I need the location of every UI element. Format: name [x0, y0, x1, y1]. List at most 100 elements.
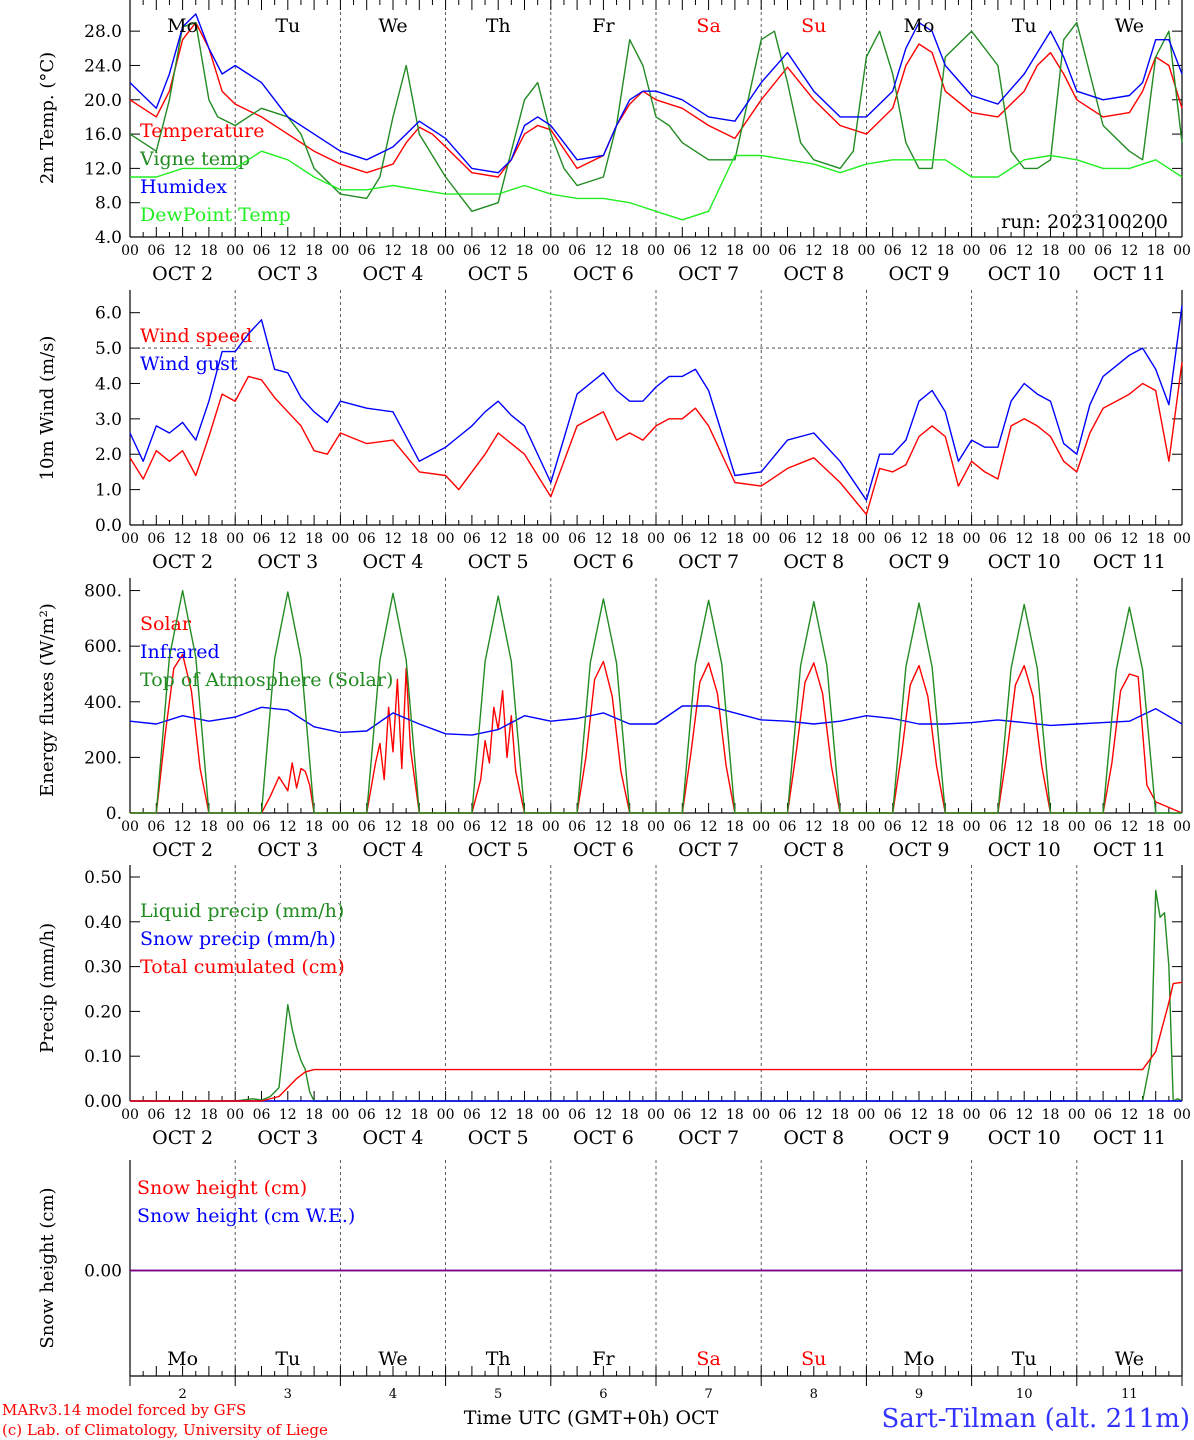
precip-hour-tick-label: 06 — [884, 1107, 902, 1123]
snow-day-number: 11 — [1121, 1387, 1138, 1402]
flux-y-tick-label: 0. — [106, 804, 122, 824]
temp-series-vigne-temp — [129, 21, 1183, 213]
temp-hour-tick-label: 06 — [989, 243, 1007, 259]
temp-weekday-label: Tu — [275, 15, 300, 37]
flux-legend-entry: Solar — [140, 613, 192, 635]
precip-hour-tick-label: 06 — [253, 1107, 271, 1123]
temp-hour-tick-label: 06 — [673, 243, 691, 259]
temp-hour-tick-label: 18 — [200, 243, 218, 259]
temp-legend-entry: DewPoint Temp — [140, 204, 291, 226]
temp-hour-tick-label: 18 — [726, 243, 744, 259]
flux-hour-tick-label: 06 — [884, 819, 902, 835]
wind-hour-tick-label: 18 — [200, 531, 218, 547]
temp-y-tick-label: 4.0 — [95, 228, 122, 248]
wind-date-label: OCT 9 — [889, 551, 950, 573]
flux-date-label: OCT 3 — [257, 839, 318, 861]
temp-hour-tick-label: 12 — [384, 243, 402, 259]
wind-date-label: OCT 8 — [783, 551, 844, 573]
precip-hour-tick-label: 06 — [358, 1107, 376, 1123]
flux-hour-tick-label: 00 — [226, 819, 244, 835]
temp-hour-tick-label: 12 — [594, 243, 612, 259]
precip-hour-tick-label: 00 — [752, 1107, 770, 1123]
temp-hour-tick-label: 06 — [1094, 243, 1112, 259]
wind-hour-tick-label: 18 — [516, 531, 534, 547]
temp-weekday-label: Sa — [696, 15, 720, 37]
wind-hour-tick-label: 06 — [989, 531, 1007, 547]
precip-hour-tick-label: 06 — [463, 1107, 481, 1123]
flux-date-label: OCT 11 — [1093, 839, 1166, 861]
temp-series-dewpoint-temp — [130, 150, 1183, 221]
flux-hour-tick-label: 18 — [726, 819, 744, 835]
precip-date-label: OCT 4 — [363, 1127, 424, 1149]
precip-hour-tick-label: 06 — [568, 1107, 586, 1123]
flux-legend-entry: Infrared — [140, 641, 220, 663]
flux-hour-tick-label: 18 — [1147, 819, 1165, 835]
flux-hour-tick-label: 00 — [542, 819, 560, 835]
temp-hour-tick-label: 06 — [884, 243, 902, 259]
flux-hour-tick-label: 06 — [568, 819, 586, 835]
flux-y-tick-label: 400. — [84, 693, 122, 713]
precip-hour-tick-label: 00 — [331, 1107, 349, 1123]
temp-date-label: OCT 4 — [363, 263, 424, 285]
wind-date-label: OCT 5 — [468, 551, 529, 573]
wind-y-tick-label: 6.0 — [95, 304, 122, 324]
precip-hour-tick-label: 18 — [831, 1107, 849, 1123]
temp-hour-tick-label: 00 — [437, 243, 455, 259]
precip-hour-tick-label: 12 — [805, 1107, 823, 1123]
snow-weekday-label: We — [378, 1348, 407, 1370]
temp-hour-tick-label: 18 — [621, 243, 639, 259]
wind-hour-tick-label: 06 — [884, 531, 902, 547]
station-label: Sart-Tilman (alt. 211m) — [881, 1404, 1190, 1434]
temp-hour-tick-label: 00 — [857, 243, 875, 259]
x-axis-title: Time UTC (GMT+0h) OCT — [464, 1407, 719, 1429]
temp-weekday-label: Tu — [1012, 15, 1037, 37]
snow-weekday-label: Fr — [592, 1348, 615, 1370]
precip-hour-tick-label: 12 — [910, 1107, 928, 1123]
temp-hour-tick-label: 12 — [1120, 243, 1138, 259]
wind-legend-entry: Wind speed — [140, 325, 252, 347]
temp-hour-tick-label: 06 — [358, 243, 376, 259]
wind-hour-tick-label: 12 — [594, 531, 612, 547]
wind-y-tick-label: 0.0 — [95, 516, 122, 536]
temp-hour-tick-label: 18 — [305, 243, 323, 259]
precip-y-tick-label: 0.50 — [84, 868, 122, 888]
temp-hour-tick-label: 06 — [463, 243, 481, 259]
wind-hour-tick-label: 12 — [384, 531, 402, 547]
flux-hour-tick-label: 12 — [174, 819, 192, 835]
flux-hour-tick-label: 06 — [1094, 819, 1112, 835]
credit-line-2: (c) Lab. of Climatology, University of L… — [2, 1421, 328, 1439]
flux-hour-tick-label: 18 — [621, 819, 639, 835]
snow-weekday-label: We — [1115, 1348, 1144, 1370]
flux-hour-tick-label: 12 — [700, 819, 718, 835]
wind-hour-tick-label: 12 — [700, 531, 718, 547]
wind-hour-tick-label: 18 — [305, 531, 323, 547]
precip-hour-tick-label: 06 — [1094, 1107, 1112, 1123]
precip-date-label: OCT 11 — [1093, 1127, 1166, 1149]
wind-hour-tick-label: 06 — [358, 531, 376, 547]
temp-legend-entry: Vigne temp — [139, 148, 250, 170]
flux-hour-tick-label: 06 — [989, 819, 1007, 835]
snow-day-number: 3 — [284, 1387, 292, 1402]
flux-hour-tick-label: 00 — [331, 819, 349, 835]
snow-day-number: 5 — [494, 1387, 502, 1402]
wind-hour-tick-label: 12 — [1015, 531, 1033, 547]
temp-y-tick-label: 8.0 — [95, 194, 122, 214]
temp-weekday-label: Fr — [592, 15, 615, 37]
flux-hour-tick-label: 00 — [647, 819, 665, 835]
wind-hour-tick-label: 00 — [752, 531, 770, 547]
wind-hour-tick-label: 12 — [805, 531, 823, 547]
wind-hour-tick-label: 06 — [673, 531, 691, 547]
wind-hour-tick-label: 06 — [253, 531, 271, 547]
precip-hour-tick-label: 18 — [621, 1107, 639, 1123]
flux-hour-tick-label: 12 — [489, 819, 507, 835]
flux-hour-tick-label: 12 — [1015, 819, 1033, 835]
temp-hour-tick-label: 00 — [752, 243, 770, 259]
flux-hour-tick-label: 18 — [831, 819, 849, 835]
temp-weekday-label: We — [378, 15, 407, 37]
temp-date-label: OCT 11 — [1093, 263, 1166, 285]
flux-hour-tick-label: 12 — [384, 819, 402, 835]
flux-date-label: OCT 9 — [889, 839, 950, 861]
snow-weekday-label: Su — [801, 1348, 826, 1370]
precip-hour-tick-label: 12 — [1120, 1107, 1138, 1123]
precip-hour-tick-label: 00 — [857, 1107, 875, 1123]
